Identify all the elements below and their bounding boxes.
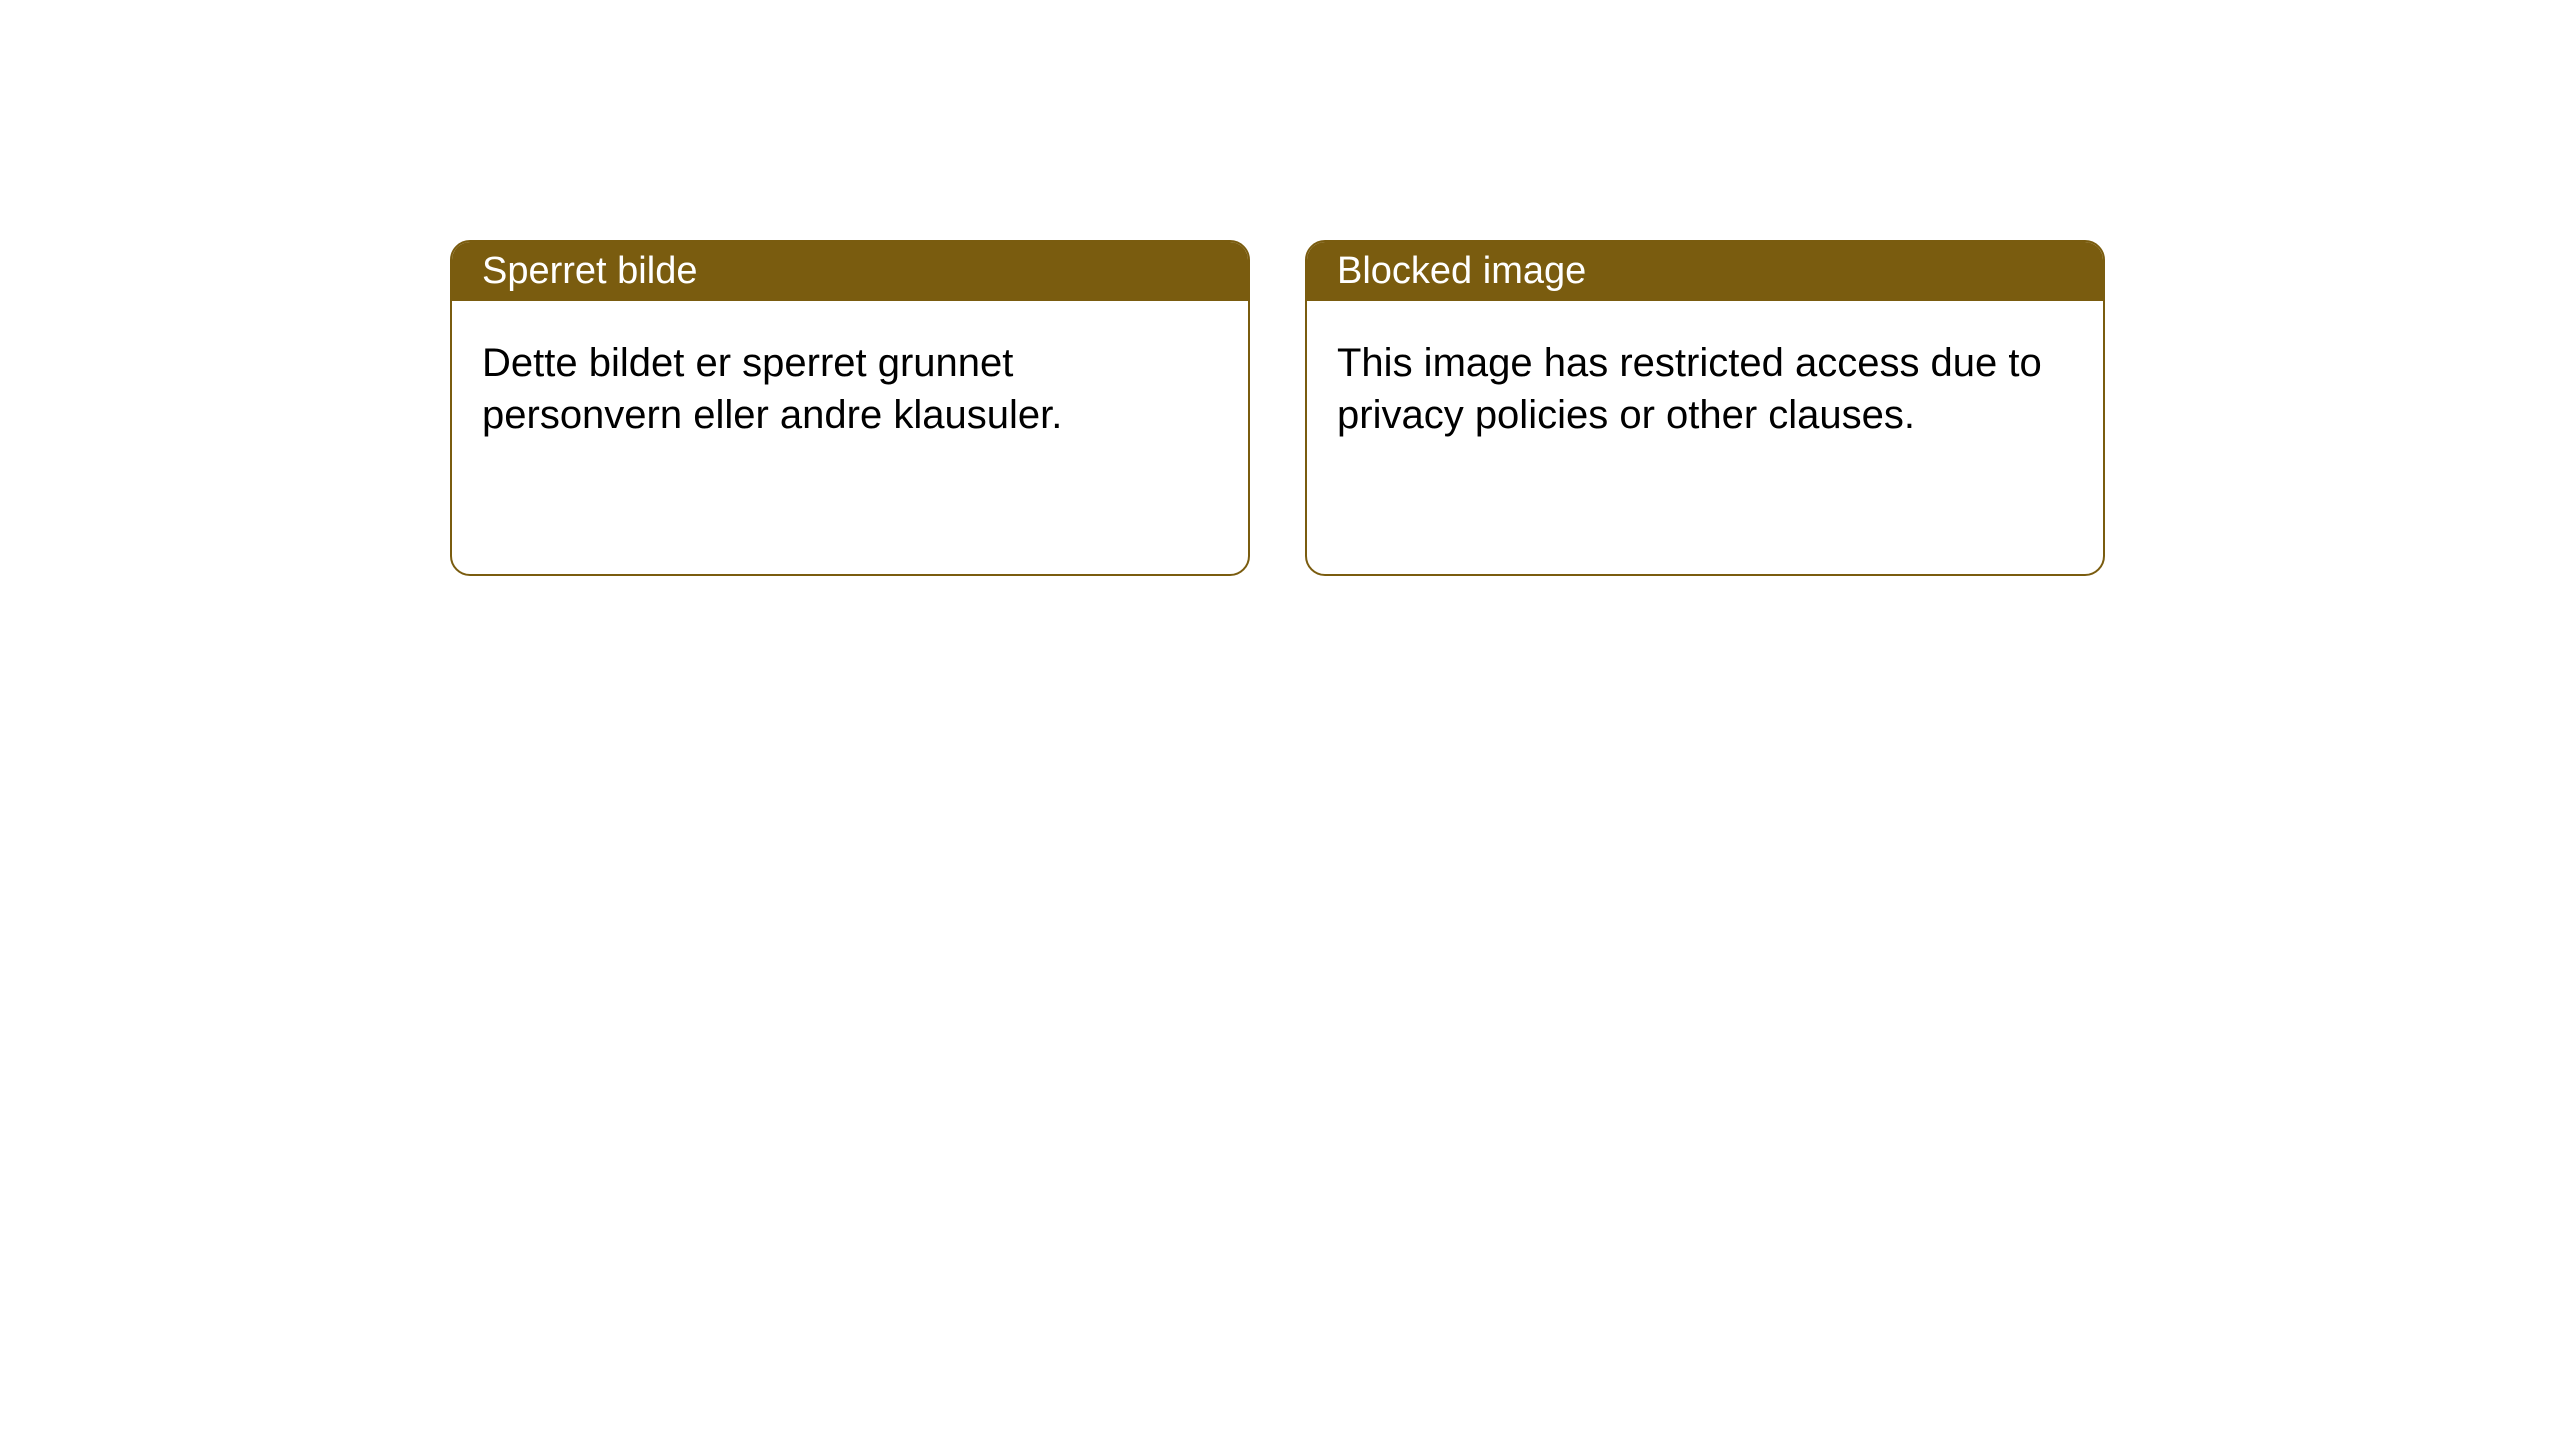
notice-body: This image has restricted access due to … bbox=[1307, 301, 2103, 477]
notice-header: Sperret bilde bbox=[452, 242, 1248, 301]
notice-body: Dette bildet er sperret grunnet personve… bbox=[452, 301, 1248, 477]
notice-header: Blocked image bbox=[1307, 242, 2103, 301]
notice-card-norwegian: Sperret bilde Dette bildet er sperret gr… bbox=[450, 240, 1250, 576]
notice-container: Sperret bilde Dette bildet er sperret gr… bbox=[450, 240, 2105, 576]
notice-card-english: Blocked image This image has restricted … bbox=[1305, 240, 2105, 576]
